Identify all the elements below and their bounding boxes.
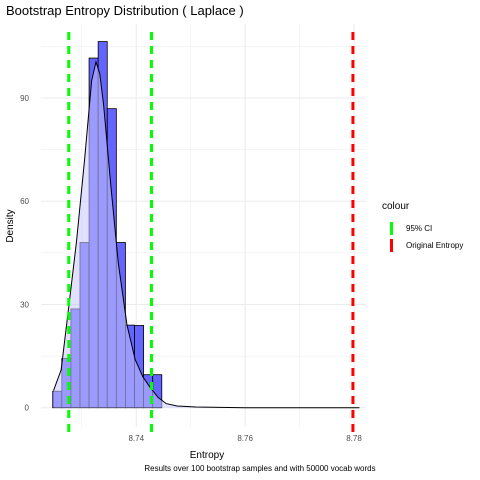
y-axis-ticks: 0 30 60 90 <box>20 94 29 413</box>
chart-title: Bootstrap Entropy Distribution ( Laplace… <box>6 3 244 18</box>
density-area <box>53 61 360 408</box>
density-curve-group <box>53 59 360 409</box>
chart-caption: Results over 100 bootstrap samples and w… <box>144 464 376 473</box>
legend-item-ci: 95% CI <box>382 220 463 237</box>
legend-key-ci <box>382 220 400 237</box>
x-tick-label: 8.74 <box>128 434 144 443</box>
x-axis-title: Entropy <box>190 450 224 461</box>
y-tick-label: 0 <box>25 404 30 413</box>
legend-label-ci: 95% CI <box>406 224 433 233</box>
legend: colour 95% CI Original Entropy <box>382 201 463 254</box>
legend-item-original: Original Entropy <box>382 237 463 254</box>
x-tick-label: 8.76 <box>237 434 253 443</box>
legend-label-original: Original Entropy <box>406 241 464 250</box>
reference-lines <box>67 32 355 433</box>
legend-title: colour <box>382 201 410 212</box>
legend-key-original <box>382 237 400 254</box>
y-tick-label: 60 <box>20 197 29 206</box>
y-tick-label: 30 <box>20 300 29 309</box>
x-tick-label: 8.78 <box>346 434 362 443</box>
y-axis-title: Density <box>5 209 16 242</box>
y-tick-label: 90 <box>20 94 29 103</box>
x-axis-ticks: 8.74 8.76 8.78 <box>128 434 362 443</box>
density-line <box>53 59 360 409</box>
